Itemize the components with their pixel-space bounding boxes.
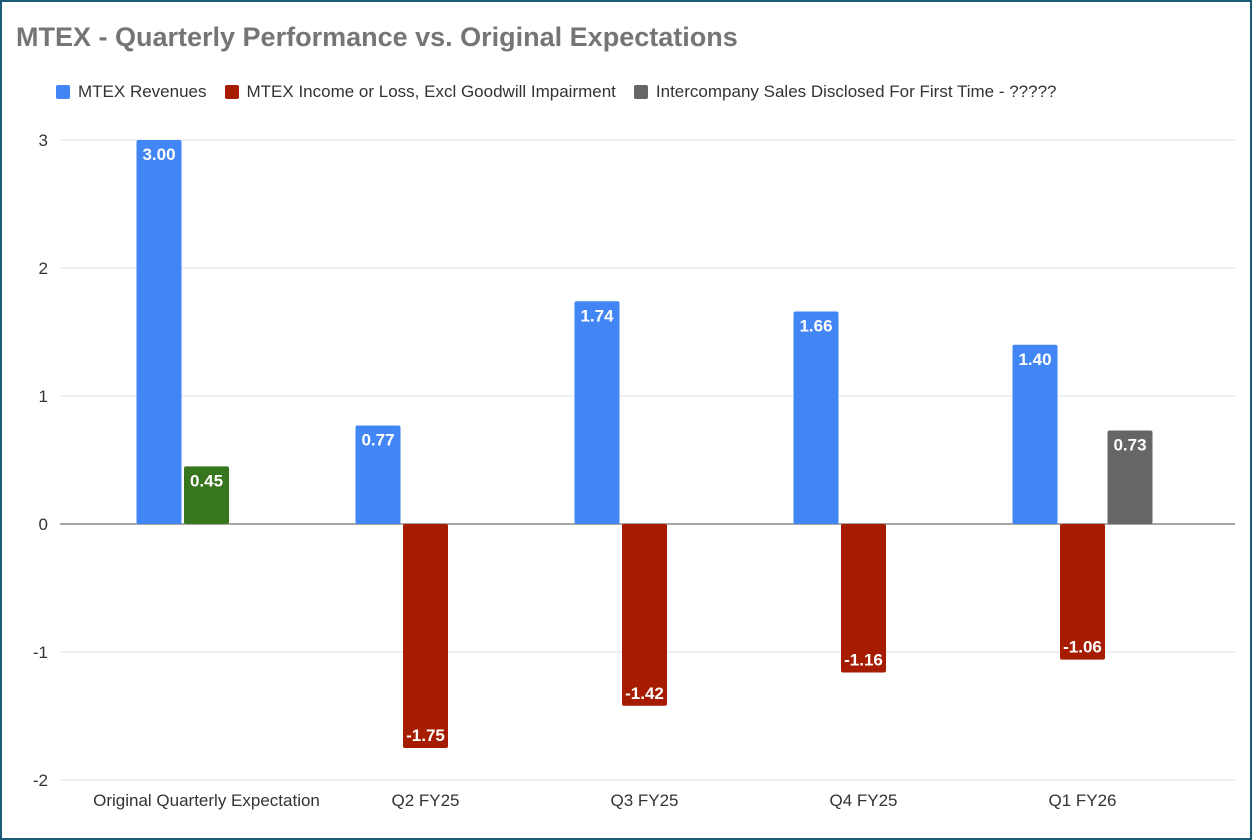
data-label: -1.06 [1063,638,1102,657]
bar [355,425,401,524]
data-label: 1.66 [799,317,832,336]
legend-item: Intercompany Sales Disclosed For First T… [633,82,1057,102]
data-label: -1.42 [625,684,664,703]
data-label: -1.16 [844,650,883,669]
data-label: 1.74 [580,306,614,325]
data-label: -1.75 [406,726,445,745]
bar [1060,524,1105,660]
legend-label: MTEX Income or Loss, Excl Goodwill Impai… [246,82,616,101]
x-tick-label: Q3 FY25 [610,791,678,810]
x-tick-label: Q1 FY26 [1048,791,1116,810]
data-label: 0.73 [1113,436,1146,455]
y-tick-label: 2 [39,259,48,278]
legend-item: MTEX Income or Loss, Excl Goodwill Impai… [224,82,616,102]
y-tick-label: 3 [39,131,48,150]
bar [184,466,229,524]
data-label: 0.45 [190,471,223,490]
legend-swatch [224,85,239,99]
chart-title: MTEX - Quarterly Performance vs. Origina… [16,22,738,52]
bar [136,140,182,524]
bar [403,524,448,748]
legend: MTEX Revenues MTEX Income or Loss, Excl G… [56,82,1057,102]
bar [1107,430,1153,524]
x-tick-label: Q2 FY25 [391,791,459,810]
bar [793,311,839,524]
legend-item: MTEX Revenues [56,82,207,102]
bar [574,301,620,524]
x-tick-label: Original Quarterly Expectation [93,791,320,810]
bar [622,524,667,706]
data-label: 1.40 [1018,350,1051,369]
bar [841,524,886,673]
bar [1012,344,1058,524]
x-tick-label: Q4 FY25 [829,791,897,810]
y-tick-label: -1 [33,643,48,662]
data-label: 0.77 [361,430,394,449]
data-label: 3.00 [142,145,175,164]
legend-label: MTEX Revenues [78,82,207,101]
legend-label: Intercompany Sales Disclosed For First T… [655,82,1057,101]
legend-swatch [633,85,648,99]
y-tick-label: 1 [39,387,48,406]
y-tick-label: -2 [33,771,48,790]
y-tick-label: 0 [39,515,48,534]
legend-swatch [56,85,70,99]
